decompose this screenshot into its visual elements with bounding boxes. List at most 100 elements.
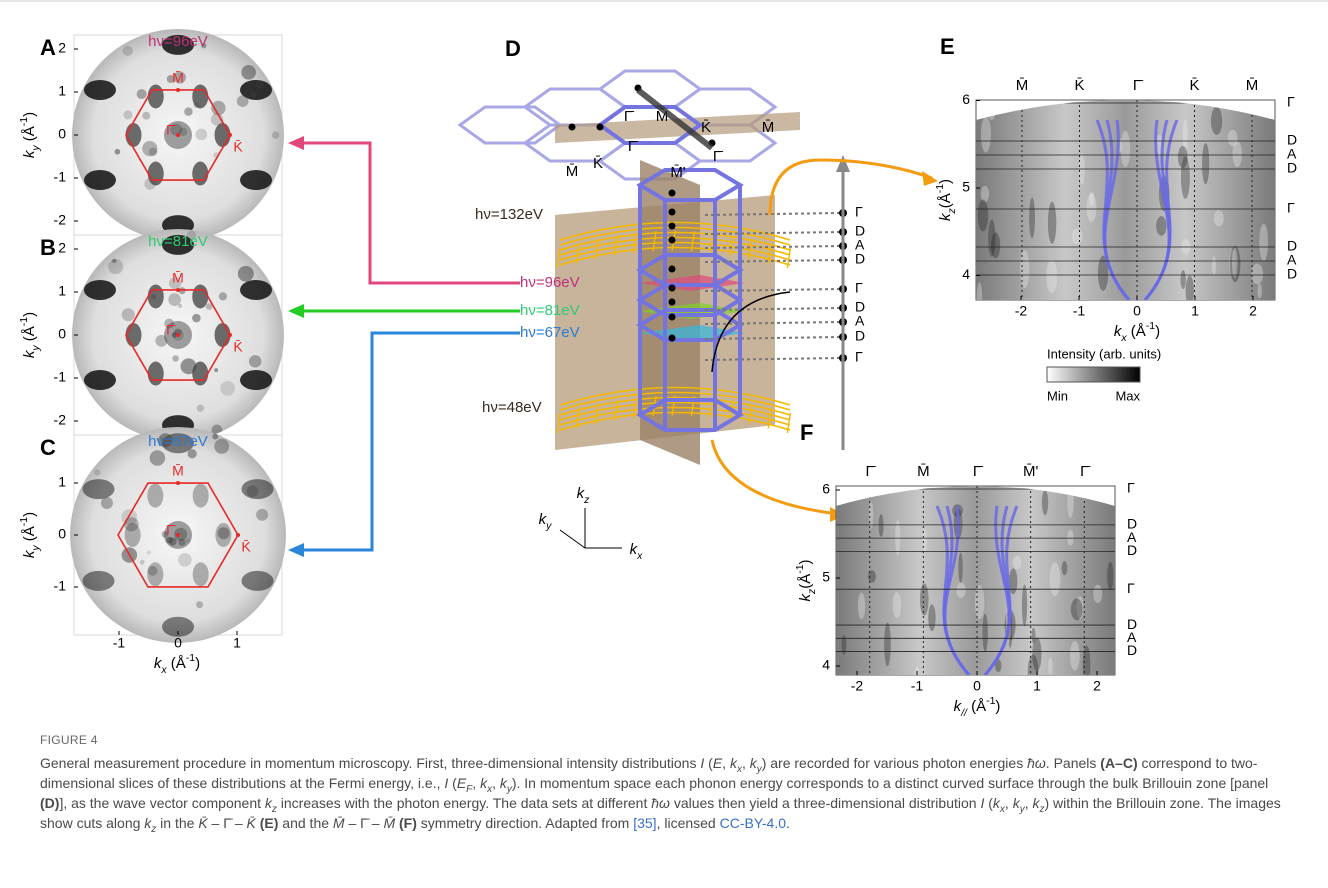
heat-map — [976, 80, 1275, 315]
colorbar-min: Min — [1047, 388, 1068, 403]
path-point: Γ — [1287, 200, 1295, 216]
axis-label-part: ) — [21, 512, 38, 517]
axis-label-part: (Å — [1127, 323, 1146, 340]
orange-head — [922, 171, 938, 186]
heat-streak — [981, 116, 991, 152]
tick-label: 0 — [174, 635, 182, 651]
axis-label-part: (Å — [21, 526, 38, 545]
panel-label: E — [940, 34, 955, 59]
caption-link[interactable]: CC-BY-4.0 — [720, 815, 786, 831]
symmetry-dot — [176, 133, 180, 137]
tick-label: -1 — [54, 169, 67, 185]
map-speck — [272, 131, 279, 138]
map-speck — [256, 509, 268, 521]
tick-label: 2 — [1249, 303, 1257, 319]
heat-streak — [1121, 131, 1131, 168]
heat-streak — [1093, 585, 1102, 603]
tick-label: -1 — [54, 578, 67, 594]
caption-text: , — [472, 775, 480, 791]
map-blob — [192, 284, 208, 308]
map-speck — [238, 266, 254, 282]
symmetry-point: K̄ — [233, 139, 243, 155]
heat-streak — [1042, 490, 1048, 515]
tick-label: -2 — [54, 212, 67, 228]
photon-energy: hν=96eV — [148, 33, 208, 50]
colorbar-title: Intensity (arb. units) — [1047, 346, 1161, 361]
axis-label: kx — [630, 541, 644, 562]
caption-text: K̄ — [247, 815, 256, 831]
heat-streak — [1086, 193, 1096, 222]
symmetry-point: K̄ — [233, 339, 243, 355]
map-speck — [140, 560, 145, 565]
map-speck — [247, 485, 259, 497]
map-speck — [181, 358, 197, 374]
map-speck — [218, 527, 230, 539]
tick-label: 5 — [822, 569, 830, 585]
axis-label-part: (Å — [937, 193, 954, 208]
caption-text: (D) — [40, 795, 59, 811]
heat-streak — [1156, 216, 1167, 236]
tick-label: 0 — [58, 526, 66, 542]
dot — [597, 124, 604, 131]
axis-label-part: x — [636, 550, 643, 562]
photon-energy: hν=81eV — [520, 302, 580, 319]
caption-text: ( — [984, 795, 993, 811]
caption-text: symmetry direction. Adapted from — [417, 815, 633, 831]
tick-label: 5 — [962, 179, 970, 195]
symmetry-dot — [176, 288, 180, 292]
map-speck — [212, 434, 218, 440]
tick-label: 0 — [973, 678, 981, 694]
path-dot — [669, 285, 676, 292]
heat-streak — [1214, 210, 1224, 226]
heat-streak — [991, 232, 1000, 258]
caption-text: and the — [278, 815, 333, 831]
tick-label: 6 — [822, 481, 830, 497]
axis-label-part: (Å — [967, 698, 986, 715]
caption-text: E — [713, 755, 722, 771]
heat-map — [836, 486, 1115, 688]
map-speck — [178, 553, 192, 567]
axis-label: ky (Å-1) — [18, 512, 42, 558]
tick-label: 0 — [58, 126, 66, 142]
axis-label-part: (Å — [797, 574, 814, 589]
heat-streak — [981, 186, 989, 203]
axis-label: kz(Å-1) — [934, 179, 958, 221]
tick-label: 1 — [58, 83, 66, 99]
caption-text: values then yield a three-dimensional di… — [670, 795, 981, 811]
axis-label-part: ) — [195, 655, 200, 672]
caption-text: k — [480, 775, 487, 791]
tick-label: 1 — [1033, 678, 1041, 694]
dot — [569, 124, 576, 131]
caption-text: General measurement procedure in momentu… — [40, 755, 700, 771]
heat-streak — [1032, 637, 1041, 671]
axis — [560, 530, 585, 548]
path-point: A — [855, 313, 865, 329]
caption-text: M̄ — [383, 815, 395, 831]
panel-label: F — [800, 420, 813, 445]
photon-energy: hν=48eV — [482, 399, 542, 416]
map-blob — [193, 484, 209, 508]
path-point: Γ — [1127, 480, 1135, 496]
symmetry-point: M̄ — [1246, 77, 1259, 94]
caption: General measurement procedure in momentu… — [40, 753, 1298, 833]
orange-arrow — [770, 160, 932, 215]
map-blob — [240, 280, 272, 300]
axis-label-part: -1 — [18, 317, 30, 326]
heat-streak — [1202, 143, 1209, 184]
heat-streak — [1178, 146, 1188, 168]
map-speck — [214, 439, 229, 454]
path-dot — [669, 209, 676, 216]
tick-label: -2 — [1015, 303, 1028, 319]
map-speck — [196, 129, 208, 141]
panel-label: B — [40, 235, 56, 260]
caption-heading: FIGURE 4 — [40, 733, 98, 747]
symmetry-dot — [228, 133, 232, 137]
heat-streak — [1029, 197, 1035, 238]
symmetry-point: K̄ — [1189, 77, 1199, 94]
map-speck — [237, 95, 249, 107]
heat-streak — [1232, 248, 1238, 278]
symmetry-dot — [228, 333, 232, 337]
symmetry-point: M̄' — [670, 164, 685, 181]
map-blob — [192, 162, 208, 186]
caption-link[interactable]: [35] — [633, 815, 656, 831]
